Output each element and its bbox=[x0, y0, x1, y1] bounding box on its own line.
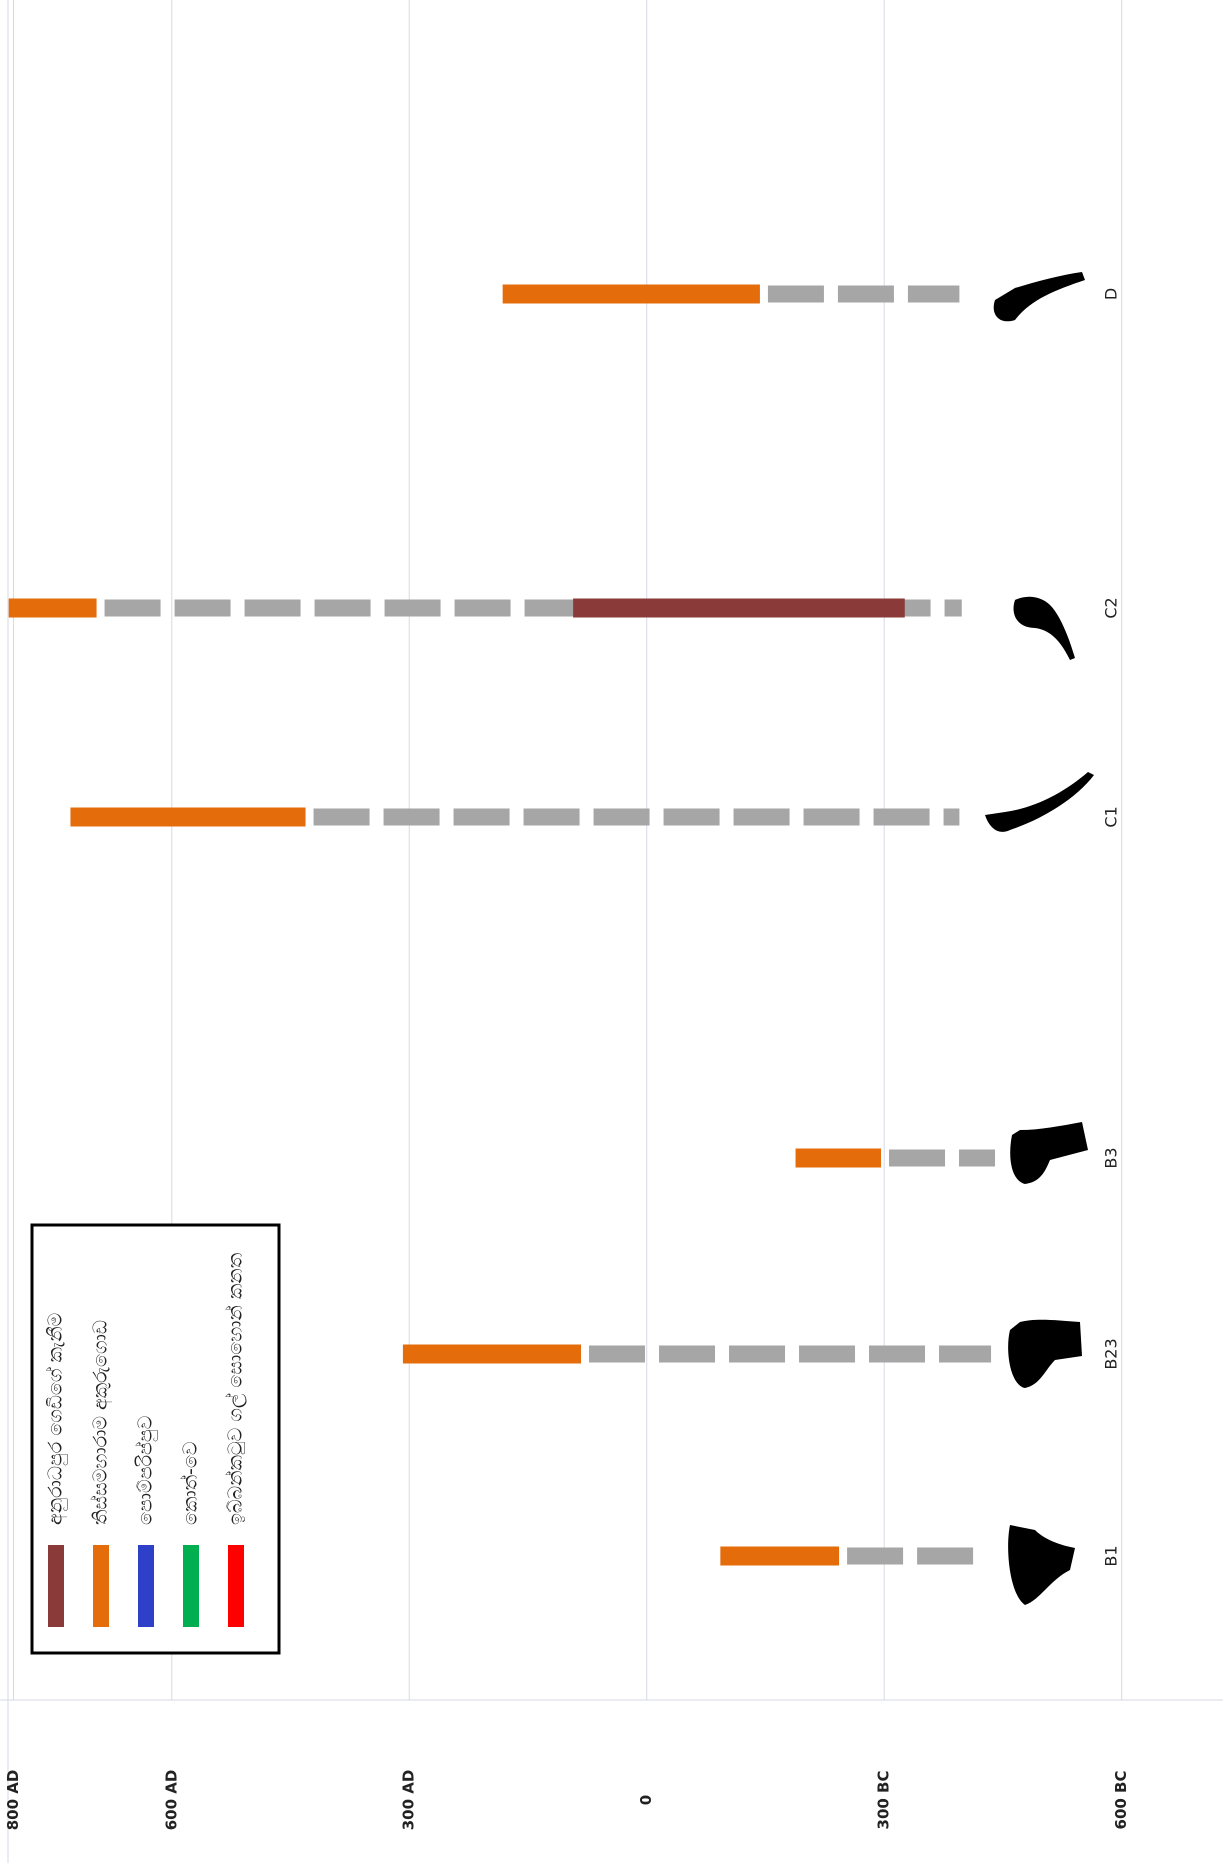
x-tick-label: 600 BC bbox=[1112, 1771, 1130, 1830]
legend-swatch bbox=[93, 1545, 109, 1627]
legend-label: අනුරාධපුර ගෙඩිගේ කැනීම bbox=[45, 1313, 69, 1525]
profile bbox=[993, 272, 1085, 322]
x-tick-label: 300 BC bbox=[875, 1771, 893, 1830]
category-label: C2 bbox=[1102, 597, 1121, 618]
category-label: B23 bbox=[1102, 1338, 1121, 1369]
category-label: B3 bbox=[1102, 1147, 1121, 1168]
category-label: D bbox=[1102, 288, 1121, 300]
profile bbox=[1013, 596, 1075, 660]
profile bbox=[1008, 1319, 1082, 1388]
category-label: C1 bbox=[1102, 806, 1121, 827]
x-tick-label: 800 AD bbox=[4, 1770, 22, 1831]
x-tick-label: 0 bbox=[637, 1795, 655, 1805]
legend-label: ඉබ්බන්කටුව ගල් සොහොන් කනත bbox=[224, 1253, 246, 1525]
x-tick-label: 300 AD bbox=[400, 1770, 418, 1831]
profile bbox=[1008, 1525, 1075, 1605]
pottery-profiles bbox=[985, 272, 1094, 1605]
legend-swatch bbox=[48, 1545, 64, 1627]
legend-label: පොම්පරිප්පුව bbox=[134, 1416, 158, 1525]
category-label: B1 bbox=[1102, 1545, 1121, 1566]
legend-swatch bbox=[138, 1545, 154, 1627]
x-tick-label: 600 AD bbox=[162, 1770, 180, 1831]
profile bbox=[1010, 1122, 1088, 1184]
legend-label: තිස්සමහාරාම අකුරුගොඩ bbox=[89, 1320, 112, 1525]
legend-swatch bbox=[228, 1545, 244, 1627]
profile bbox=[985, 772, 1094, 832]
legend-swatch bbox=[183, 1545, 199, 1627]
legend-label: කොත්-වෙ bbox=[179, 1441, 201, 1525]
